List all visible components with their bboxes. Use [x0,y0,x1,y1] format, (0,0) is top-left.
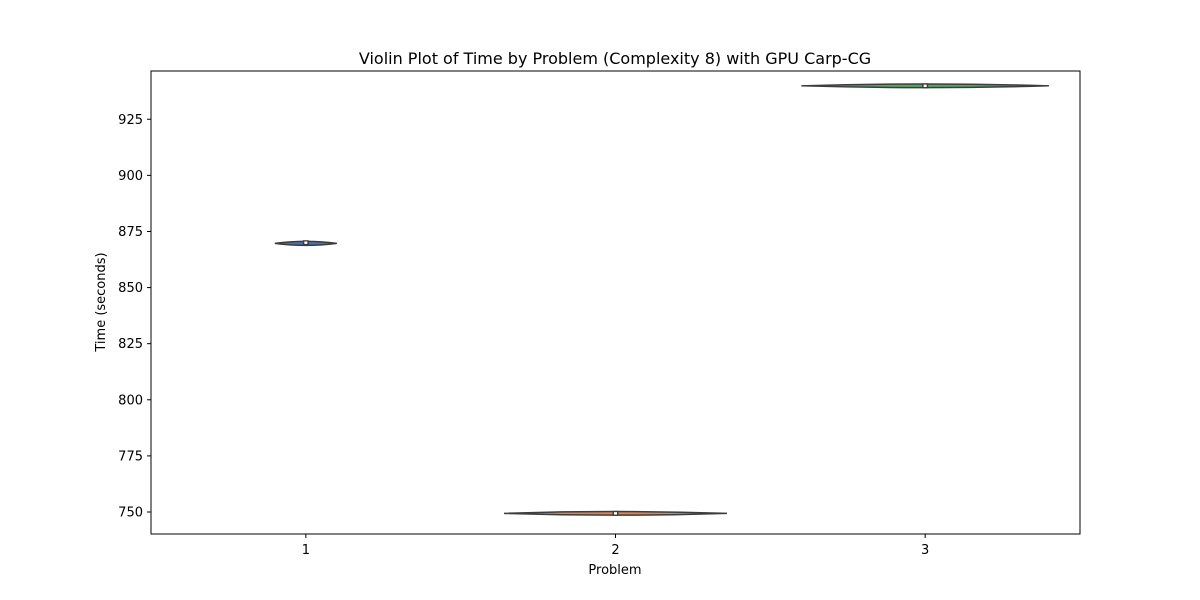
violin-median-marker [304,241,308,244]
y-tick-label: 875 [118,225,143,240]
y-tick-label: 850 [118,281,143,296]
chart-title: Violin Plot of Time by Problem (Complexi… [359,49,871,68]
y-tick-label: 925 [118,113,143,128]
y-tick-label: 825 [118,337,143,352]
x-tick-label: 2 [611,543,619,558]
violin-median-marker [923,84,927,88]
y-axis-title: Time (seconds) [94,252,109,352]
violin-1 [274,240,337,247]
y-tick-label: 900 [118,169,143,184]
y-tick-label: 750 [118,506,143,521]
x-tick-label: 3 [921,543,929,558]
violin-2 [503,510,728,516]
y-tick-label: 800 [118,393,143,408]
x-axis: 1 2 3 [302,534,929,558]
x-tick-label: 1 [302,543,310,558]
y-tick-label: 775 [118,449,143,464]
violin-median-marker [614,512,617,515]
violin-3 [801,83,1050,89]
y-axis: 750 775 800 825 850 875 900 925 [118,113,151,521]
violins-group [274,83,1050,516]
x-axis-title: Problem [588,563,641,578]
plot-frame [150,70,1081,535]
